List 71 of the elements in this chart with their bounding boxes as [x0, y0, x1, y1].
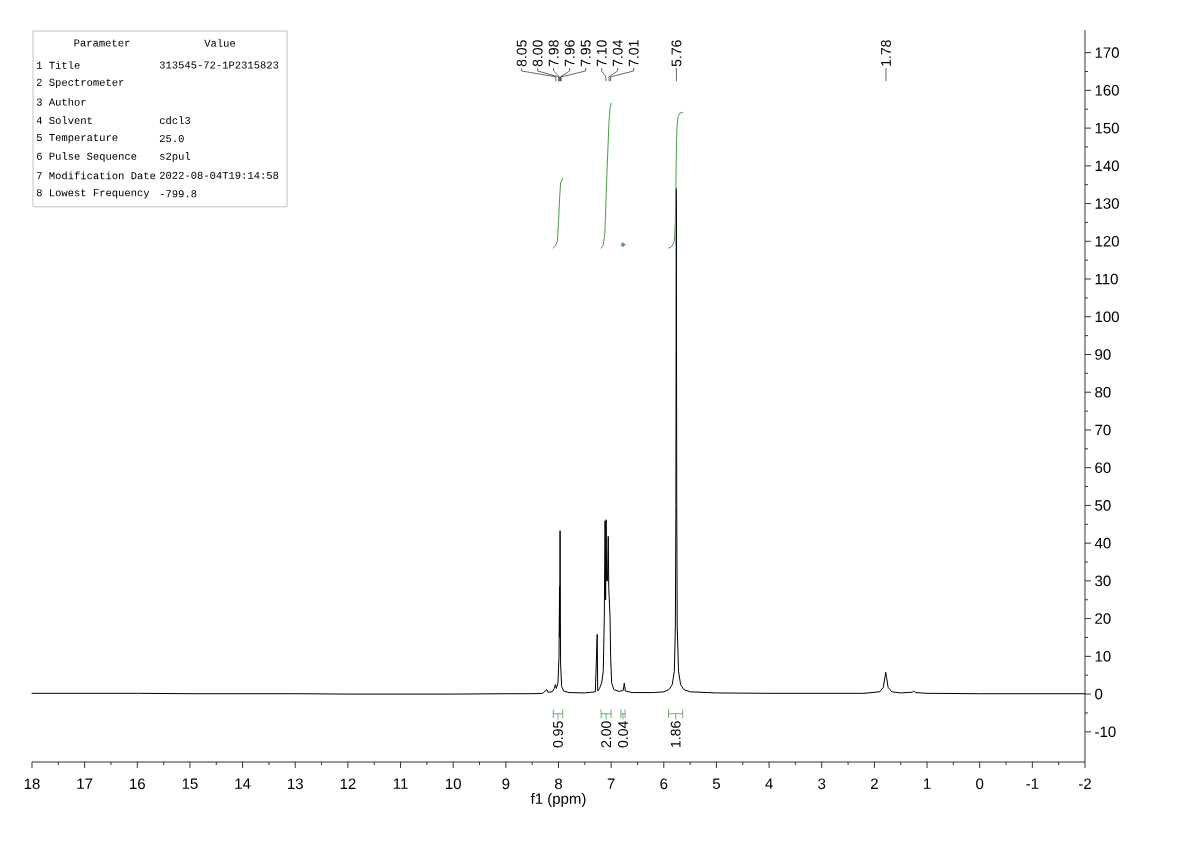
- annotation: cdcl3: [159, 116, 191, 125]
- x-tick-label: -2: [1079, 778, 1091, 789]
- x-tick-label: 0: [976, 778, 984, 790]
- y-tick-label: -10: [1095, 726, 1116, 738]
- annotation: 1 Title: [36, 61, 80, 69]
- annotation: 313545-72-1P2315823: [159, 61, 279, 69]
- y-tick-label: 90: [1095, 349, 1111, 360]
- annotation: 2022-08-04T19:14:58: [159, 171, 279, 179]
- x-tick-label: 13: [288, 778, 303, 790]
- y-tick-label: 170: [1095, 47, 1119, 58]
- annotation: 7.96: [564, 40, 575, 67]
- annotation: 0.04: [618, 721, 628, 748]
- annotation: 7 Modification Date: [37, 171, 156, 180]
- x-tick-label: 16: [130, 778, 145, 790]
- annotation: 2 Spectrometer: [36, 78, 124, 88]
- y-tick-label: 40: [1094, 537, 1111, 549]
- y-tick-label: 140: [1095, 160, 1119, 172]
- annotation: 4 Solvent: [36, 116, 92, 125]
- annotation: 7.10: [596, 40, 607, 67]
- annotation: 25.0: [159, 135, 184, 143]
- annotation: 3 Author: [36, 97, 86, 106]
- x-tick-label: 18: [24, 778, 40, 790]
- x-tick-label: 17: [77, 778, 93, 789]
- annotation: 8 Lowest Frequency: [36, 189, 150, 199]
- y-tick-label: 20: [1095, 613, 1111, 624]
- y-tick-label: 130: [1095, 198, 1119, 209]
- y-tick-label: 110: [1095, 273, 1118, 285]
- x-tick-label: 1: [924, 778, 931, 789]
- y-tick-label: 70: [1095, 424, 1111, 436]
- annotation: s2pul: [160, 152, 191, 162]
- annotation: 5 Temperature: [36, 134, 118, 144]
- x-tick-label: 12: [340, 778, 356, 789]
- x-axis-title: f1 (ppm): [530, 792, 586, 807]
- y-tick-label: 10: [1095, 651, 1111, 662]
- y-tick-label: 100: [1095, 311, 1119, 323]
- annotation: 7.04: [612, 40, 623, 67]
- x-tick-label: 10: [445, 778, 461, 790]
- x-tick-label: 15: [182, 778, 198, 789]
- x-tick-label: 5: [712, 778, 720, 789]
- annotation: 0.95: [553, 721, 563, 748]
- annotation: Parameter: [74, 39, 130, 47]
- y-tick-label: 120: [1095, 235, 1119, 247]
- annotation: 8.05: [516, 40, 527, 67]
- y-tick-label: 60: [1095, 462, 1111, 473]
- x-tick-label: 11: [393, 778, 408, 789]
- x-tick-label: 7: [607, 778, 615, 789]
- x-tick-label: 8: [554, 778, 563, 790]
- x-tick-label: 14: [235, 778, 251, 789]
- y-tick-label: 160: [1095, 85, 1119, 96]
- annotation: 5.76: [671, 40, 682, 67]
- x-tick-label: 3: [818, 778, 826, 790]
- annotation: 2.00: [601, 721, 612, 748]
- x-tick-label: 4: [765, 778, 773, 789]
- annotation: 6 Pulse Sequence: [36, 152, 137, 162]
- y-tick-label: 50: [1095, 500, 1111, 511]
- x-tick-label: 2: [870, 778, 878, 789]
- annotation: Value: [204, 39, 236, 47]
- annotation: 7.98: [548, 40, 559, 67]
- annotation: 1.78: [881, 40, 891, 66]
- annotation: -799.8: [160, 190, 197, 198]
- annotation: 1.86: [670, 721, 681, 747]
- y-tick-label: 80: [1095, 386, 1111, 398]
- annotation: 7.01: [628, 40, 639, 67]
- y-tick-label: 30: [1095, 575, 1111, 587]
- annotation: 8.00: [532, 40, 543, 67]
- y-tick-label: 0: [1095, 688, 1103, 700]
- annotation: 7.95: [580, 40, 591, 67]
- x-tick-label: -1: [1026, 778, 1039, 789]
- x-tick-label: 6: [660, 778, 668, 790]
- x-tick-label: 9: [502, 778, 510, 790]
- y-tick-label: 150: [1095, 122, 1119, 134]
